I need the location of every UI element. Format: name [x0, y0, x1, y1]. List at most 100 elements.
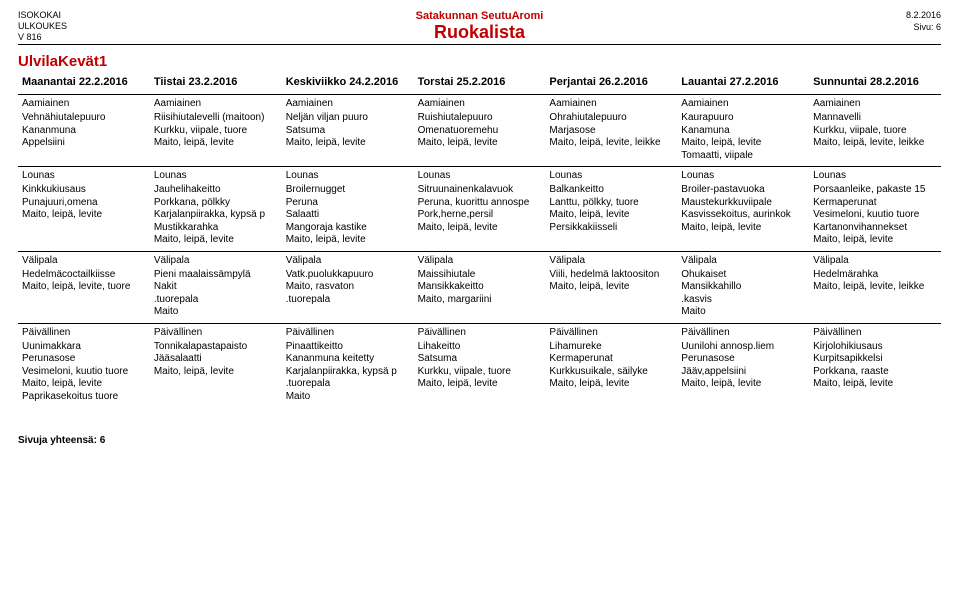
- meal-item: Marjasose: [549, 125, 673, 138]
- meal-item: Mustikkarahka: [154, 222, 278, 235]
- meal-item: Vesimeloni, kuutio tuore: [22, 366, 146, 379]
- day-header: Maanantai 22.2.2016: [18, 74, 150, 94]
- meal-label: Lounas: [549, 170, 673, 181]
- meal-item: Maito, leipä, levite, leikke: [813, 281, 937, 294]
- meal-cell: PäivällinenLihamurekeKermaperunatKurkkus…: [545, 323, 677, 408]
- meal-item: Riisihiutalevelli (maitoon): [154, 112, 278, 125]
- meal-item: Mangoraja kastike: [286, 222, 410, 235]
- meal-item: Maito, leipä, levite: [418, 137, 542, 150]
- meal-item: Kermaperunat: [813, 197, 937, 210]
- meal-item: Punajuuri,omena: [22, 197, 146, 210]
- meal-item: .tuorepala: [154, 294, 278, 307]
- meal-item: Lanttu, pölkky, tuore: [549, 197, 673, 210]
- meal-cell: AamiainenOhrahiutalepuuroMarjasoseMaito,…: [545, 94, 677, 166]
- meal-item: Maito, leipä, levite: [418, 378, 542, 391]
- meal-cell: LounasBalkankeittoLanttu, pölkky, tuoreM…: [545, 166, 677, 251]
- meal-cell: LounasJauhelihakeittoPorkkana, pölkkyKar…: [150, 166, 282, 251]
- meal-item: Maito, leipä, levite: [22, 209, 146, 222]
- meal-label: Päivällinen: [22, 327, 146, 338]
- meal-item: Lihamureke: [549, 341, 673, 354]
- meal-item: Vesimeloni, kuutio tuore: [813, 209, 937, 222]
- meal-label: Välipala: [681, 255, 805, 266]
- meal-cell: AamiainenRuishiutalepuuroOmenatuoremehuM…: [414, 94, 546, 166]
- menu-grid: Maanantai 22.2.2016 Tiistai 23.2.2016 Ke…: [18, 74, 941, 407]
- meal-item: Maito: [681, 306, 805, 319]
- meal-item: Vehnähiutalepuuro: [22, 112, 146, 125]
- meal-label: Aamiainen: [549, 98, 673, 109]
- meal-item: Viili, hedelmä laktoositon: [549, 269, 673, 282]
- meal-cell: VälipalaOhukaisetMansikkahillo.kasvisMai…: [677, 251, 809, 323]
- meal-item: Tomaatti, viipale: [681, 150, 805, 163]
- day-header: Perjantai 26.2.2016: [545, 74, 677, 94]
- meal-item: Maito, leipä, levite: [418, 222, 542, 235]
- meal-item: Porkkana, raaste: [813, 366, 937, 379]
- meal-item: Porsaanleike, pakaste 15: [813, 184, 937, 197]
- meal-item: Kermaperunat: [549, 353, 673, 366]
- org-code: ULKOUKES: [18, 21, 941, 32]
- day-header: Tiistai 23.2.2016: [150, 74, 282, 94]
- header-right: 8.2.2016 Sivu: 6: [906, 10, 941, 33]
- meal-item: Hedelmäcoctailkiisse: [22, 269, 146, 282]
- meal-cell: Välipala Pieni maalaissämpyläNakit.tuorep…: [150, 251, 282, 323]
- meal-label: Lounas: [681, 170, 805, 181]
- meal-item: Paprikasekoitus tuore: [22, 391, 146, 404]
- meal-label: Päivällinen: [286, 327, 410, 338]
- meal-item: Kaurapuuro: [681, 112, 805, 125]
- meal-item: Porkkana, pölkky: [154, 197, 278, 210]
- meal-item: Pieni maalaissämpylä: [154, 269, 278, 282]
- meal-label: Välipala: [286, 255, 410, 266]
- meal-item: Maito, leipä, levite: [813, 378, 937, 391]
- meal-item: Vatk.puolukkapuuro: [286, 269, 410, 282]
- meal-cell: AamiainenKaurapuuroKanamunaMaito, leipä,…: [677, 94, 809, 166]
- meal-item: Maito, leipä, levite: [286, 234, 410, 247]
- meal-cell: LounasPorsaanleike, pakaste 15Kermaperun…: [809, 166, 941, 251]
- meal-label: Päivällinen: [813, 327, 937, 338]
- meal-item: Karjalanpiirakka, kypsä p: [154, 209, 278, 222]
- meal-label: Lounas: [286, 170, 410, 181]
- meal-item: Maito, margariini: [418, 294, 542, 307]
- meal-item: Jääv,appelsiini: [681, 366, 805, 379]
- meal-item: .kasvis: [681, 294, 805, 307]
- meal-label: Välipala: [22, 255, 146, 266]
- meal-label: Välipala: [154, 255, 278, 266]
- meal-item: Nakit: [154, 281, 278, 294]
- meal-item: Broiler-pastavuoka: [681, 184, 805, 197]
- meal-item: Maito, rasvaton: [286, 281, 410, 294]
- meal-item: Maito, leipä, levite: [681, 378, 805, 391]
- meal-item: Mannavelli: [813, 112, 937, 125]
- meal-item: .tuorepala: [286, 378, 410, 391]
- meal-item: Jauhelihakeitto: [154, 184, 278, 197]
- meal-item: Maito, leipä, levite: [813, 234, 937, 247]
- meal-item: Maito: [286, 391, 410, 404]
- header-left: ISOKOKAI ULKOUKES V 816: [18, 10, 941, 42]
- meal-label: Välipala: [418, 255, 542, 266]
- meal-item: Maito, leipä, levite: [154, 234, 278, 247]
- meal-cell: VälipalaViili, hedelmä laktoositonMaito,…: [545, 251, 677, 323]
- meal-item: Kurkkusuikale, säilyke: [549, 366, 673, 379]
- meal-item: Kurpitsapikkelsi: [813, 353, 937, 366]
- meal-item: Maustekurkkuviipale: [681, 197, 805, 210]
- meal-label: Aamiainen: [22, 98, 146, 109]
- meal-item: Kananmuna keitetty: [286, 353, 410, 366]
- meal-cell: AamiainenNeljän viljan puuroSatsumaMaito…: [282, 94, 414, 166]
- meal-item: Kinkkukiusaus: [22, 184, 146, 197]
- meal-item: Sitruunainenkalavuok: [418, 184, 542, 197]
- meal-item: Uunilohi annosp.liem: [681, 341, 805, 354]
- meal-item: Maissihiutale: [418, 269, 542, 282]
- meal-item: Kanamuna: [681, 125, 805, 138]
- meal-item: Maito, leipä, levite: [681, 137, 805, 150]
- meal-cell: LounasSitruunainenkalavuokPeruna, kuorit…: [414, 166, 546, 251]
- footer: Sivuja yhteensä: 6: [18, 435, 941, 446]
- meal-item: Kurkku, viipale, tuore: [418, 366, 542, 379]
- meal-cell: LounasBroilernuggetPerunaSalaattiMangora…: [282, 166, 414, 251]
- meal-item: Neljän viljan puuro: [286, 112, 410, 125]
- meal-item: Satsuma: [286, 125, 410, 138]
- meal-cell: PäivällinenLihakeittoSatsumaKurkku, viip…: [414, 323, 546, 408]
- meal-item: Salaatti: [286, 209, 410, 222]
- meal-label: Välipala: [813, 255, 937, 266]
- meal-item: Broilernugget: [286, 184, 410, 197]
- meal-cell: PäivällinenTonnikalapastapaistoJääsalaat…: [150, 323, 282, 408]
- meal-item: Mansikkakeitto: [418, 281, 542, 294]
- meal-cell: PäivällinenUunilohi annosp.liemPerunasos…: [677, 323, 809, 408]
- meal-label: Aamiainen: [418, 98, 542, 109]
